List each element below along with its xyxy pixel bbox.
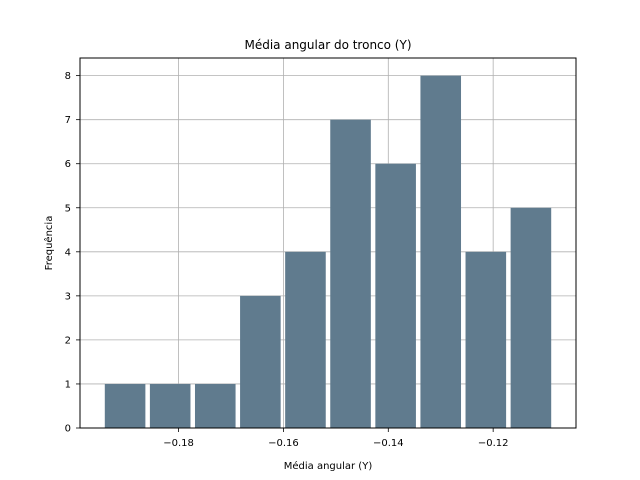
x-tick-label: −0.14: [373, 438, 404, 449]
histogram-bar: [240, 295, 281, 428]
y-tick-label: 1: [65, 379, 71, 390]
y-tick-label: 3: [65, 291, 71, 302]
y-tick-label: 5: [65, 203, 71, 214]
histogram-bar: [194, 383, 236, 428]
x-tick-label: −0.12: [478, 438, 509, 449]
x-axis-label: Média angular (Y): [284, 460, 373, 472]
x-tick-label: −0.16: [268, 438, 299, 449]
bars: [104, 75, 552, 429]
histogram-bar: [465, 251, 507, 428]
y-tick-label: 4: [65, 247, 71, 258]
chart-title: Média angular do tronco (Y): [244, 38, 411, 52]
y-axis-label: Frequência: [43, 216, 55, 271]
y-axis-ticks: 0 1 2 3 4 5 6 7 8: [65, 71, 80, 435]
histogram-bar: [149, 383, 191, 428]
x-tick-label: −0.18: [163, 438, 194, 449]
y-tick-label: 0: [65, 424, 71, 435]
y-tick-label: 8: [65, 71, 71, 82]
histogram-bar: [330, 119, 371, 429]
y-tick-label: 6: [65, 159, 71, 170]
plot-frame: [79, 57, 577, 429]
histogram-bar: [420, 75, 462, 428]
histogram-bar: [104, 383, 146, 428]
histogram-bar: [510, 207, 552, 428]
y-tick-label: 2: [65, 335, 71, 346]
x-axis-ticks: −0.18 −0.16 −0.14 −0.12: [163, 428, 508, 449]
histogram-bar: [285, 251, 326, 428]
histogram-bar: [375, 163, 416, 428]
y-tick-label: 7: [65, 115, 71, 126]
